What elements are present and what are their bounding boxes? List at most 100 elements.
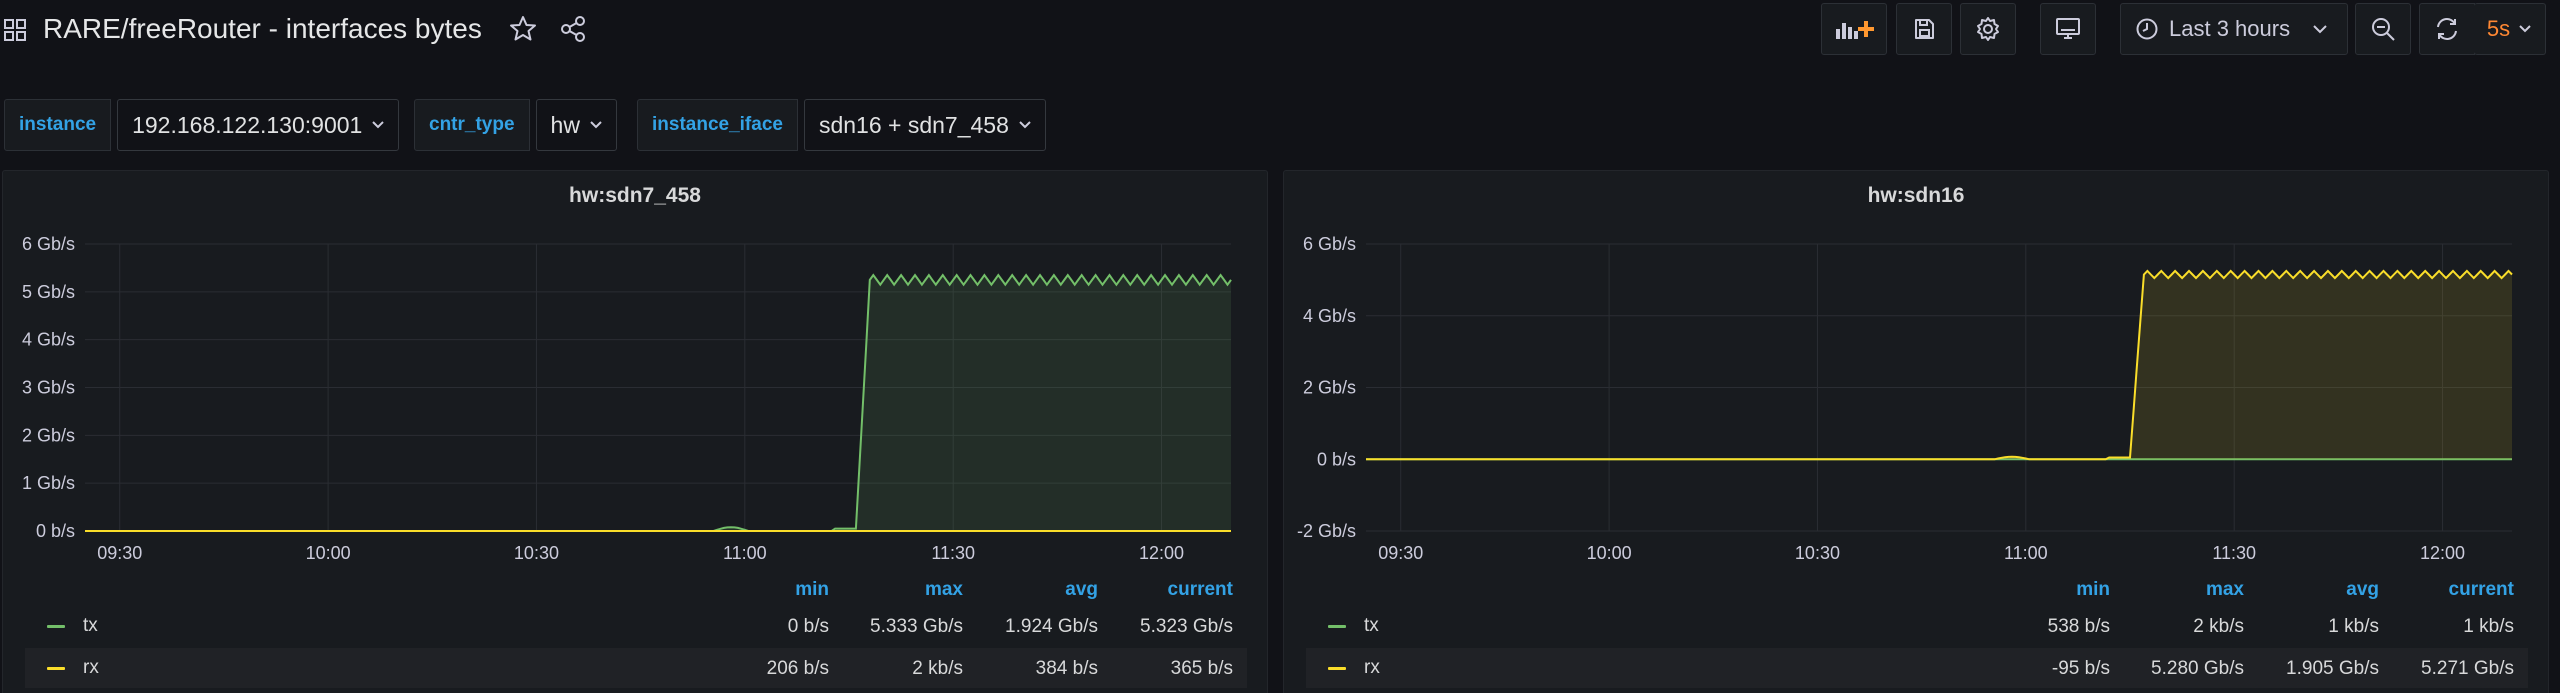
- panel-title[interactable]: hw:sdn7_458: [569, 184, 701, 207]
- variable-cntr-type: cntr_type hw: [414, 99, 617, 151]
- y-tick-label: -2 Gb/s: [1297, 521, 1356, 541]
- legend-header-current[interactable]: current: [2448, 579, 2514, 600]
- variable-label: instance: [4, 99, 112, 151]
- chevron-down-icon: [2313, 25, 2327, 34]
- legend-header-avg[interactable]: avg: [2346, 579, 2379, 600]
- time-range-label: Last 3 hours: [2169, 16, 2291, 41]
- legend-value-max: 2 kb/s: [912, 658, 963, 679]
- variable-value: 192.168.122.130:9001: [132, 111, 363, 138]
- dashboard-grid-icon[interactable]: [4, 19, 26, 41]
- graph-panel-sdn7-458[interactable]: 0 b/s 1 Gb/s 2 Gb/s 3 Gb/s 4 Gb/s 5 Gb/s 6 Gb/…: [2, 170, 1268, 693]
- graph-panel-sdn16[interactable]: -2 Gb/s 0 b/s 2 Gb/s 4 Gb/s 6 Gb/s 09:30 10:00…: [1283, 170, 2549, 693]
- y-tick-label: 4 Gb/s: [1303, 306, 1356, 326]
- series-color-swatch[interactable]: [47, 624, 65, 628]
- x-tick-label: 10:30: [1795, 543, 1840, 563]
- series-line-rx: [1366, 269, 2513, 461]
- chevron-down-icon: [372, 121, 385, 129]
- legend-value-min: -95 b/s: [2051, 658, 2110, 679]
- tv-mode-button[interactable]: [2040, 3, 2096, 55]
- instance-iface-select[interactable]: sdn16 + sdn7_458: [803, 99, 1046, 151]
- clock-icon: [2136, 18, 2158, 40]
- monitor-icon: [2056, 18, 2080, 39]
- refresh-interval-picker[interactable]: 5s: [2474, 3, 2546, 55]
- x-tick-label: 09:30: [97, 543, 142, 563]
- variable-value: hw: [550, 111, 580, 138]
- y-tick-label: 6 Gb/s: [1303, 234, 1356, 254]
- variable-value: sdn16 + sdn7_458: [818, 111, 1009, 138]
- y-tick-label: 1 Gb/s: [22, 473, 75, 493]
- chevron-down-icon: [1019, 121, 1031, 129]
- series-color-swatch[interactable]: [1328, 666, 1346, 670]
- series-name[interactable]: rx: [83, 657, 99, 678]
- x-tick-label: 12:00: [1139, 543, 1184, 563]
- series-name[interactable]: tx: [1364, 615, 1379, 636]
- legend-value-max: 5.333 Gb/s: [870, 616, 963, 637]
- legend-value-avg: 1.924 Gb/s: [1005, 616, 1098, 637]
- legend-header-min[interactable]: min: [2076, 579, 2110, 600]
- legend-item-tx[interactable]: tx: [25, 606, 1247, 646]
- refresh-interval-value: 5s: [2486, 16, 2511, 41]
- x-tick-label: 11:00: [2004, 543, 2048, 563]
- x-tick-label: 10:30: [514, 543, 559, 563]
- y-tick-label: 0 b/s: [36, 521, 75, 541]
- y-tick-label: 6 Gb/s: [22, 234, 75, 254]
- legend-header-current[interactable]: current: [1167, 579, 1233, 600]
- variable-label: instance_iface: [637, 99, 798, 151]
- legend-header-avg[interactable]: avg: [1065, 579, 1098, 600]
- graph-plot[interactable]: 0 b/s 1 Gb/s 2 Gb/s 3 Gb/s 4 Gb/s 5 Gb/s 6 Gb/…: [3, 171, 1269, 571]
- cntr-type-select[interactable]: hw: [535, 99, 617, 151]
- panel-title[interactable]: hw:sdn16: [1867, 184, 1965, 207]
- chevron-down-icon: [590, 121, 602, 129]
- zoom-out-icon: [2372, 18, 2395, 41]
- series-area-rx: [1366, 270, 2512, 460]
- share-icon[interactable]: [558, 14, 588, 44]
- dashboard-settings-button[interactable]: [1960, 3, 2016, 55]
- y-tick-label: 3 Gb/s: [22, 378, 75, 398]
- chevron-down-icon: [2519, 25, 2531, 33]
- refresh-button[interactable]: [2419, 3, 2475, 55]
- top-navbar: RARE/freeRouter - interfaces bytes: [0, 0, 2560, 62]
- legend-value-max: 5.280 Gb/s: [2151, 658, 2244, 679]
- legend-value-min: 538 b/s: [2047, 616, 2110, 637]
- variable-label: cntr_type: [414, 99, 530, 151]
- legend-item-rx[interactable]: rx: [25, 648, 1247, 688]
- graph-plot[interactable]: -2 Gb/s 0 b/s 2 Gb/s 4 Gb/s 6 Gb/s 09:30 10:00…: [1284, 171, 2550, 571]
- legend-value-avg: 1 kb/s: [2328, 616, 2379, 637]
- star-icon[interactable]: [508, 14, 538, 44]
- y-tick-label: 0 b/s: [1317, 449, 1356, 469]
- instance-select[interactable]: 192.168.122.130:9001: [117, 99, 400, 151]
- time-range-picker[interactable]: Last 3 hours: [2120, 3, 2348, 55]
- x-tick-label: 11:30: [931, 543, 975, 563]
- legend-value-min: 0 b/s: [787, 616, 829, 637]
- refresh-icon: [2437, 18, 2457, 40]
- save-icon: [1915, 19, 1934, 39]
- zoom-out-button[interactable]: [2355, 3, 2411, 55]
- series-area-tx: [85, 275, 1231, 531]
- dashboard-title[interactable]: RARE/freeRouter - interfaces bytes: [43, 13, 482, 44]
- legend-value-min: 206 b/s: [766, 658, 829, 679]
- y-tick-label: 4 Gb/s: [22, 330, 75, 350]
- legend-value-avg: 1.905 Gb/s: [2286, 658, 2379, 679]
- x-tick-label: 12:00: [2420, 543, 2465, 563]
- legend-value-current: 5.323 Gb/s: [1140, 616, 1233, 637]
- x-tick-label: 09:30: [1378, 543, 1423, 563]
- gear-icon: [1977, 17, 1999, 41]
- variable-instance-iface: instance_iface sdn16 + sdn7_458: [637, 99, 1046, 151]
- legend-item-tx[interactable]: tx: [1306, 606, 2528, 646]
- series-color-swatch[interactable]: [47, 666, 65, 670]
- x-tick-label: 11:00: [723, 543, 767, 563]
- legend-value-current: 1 kb/s: [2463, 616, 2514, 637]
- legend-item-rx[interactable]: rx: [1306, 648, 2528, 688]
- y-tick-label: 2 Gb/s: [1303, 378, 1356, 398]
- series-name[interactable]: tx: [83, 615, 98, 636]
- save-dashboard-button[interactable]: [1896, 3, 1952, 55]
- legend-header-max[interactable]: max: [924, 579, 963, 600]
- legend-header-max[interactable]: max: [2205, 579, 2244, 600]
- legend-header-min[interactable]: min: [795, 579, 829, 600]
- series-name[interactable]: rx: [1364, 657, 1380, 678]
- add-panel-button[interactable]: [1821, 3, 1887, 55]
- variable-instance: instance 192.168.122.130:9001: [4, 99, 400, 151]
- legend-value-avg: 384 b/s: [1035, 658, 1098, 679]
- legend-value-max: 2 kb/s: [2193, 616, 2244, 637]
- series-color-swatch[interactable]: [1328, 624, 1346, 628]
